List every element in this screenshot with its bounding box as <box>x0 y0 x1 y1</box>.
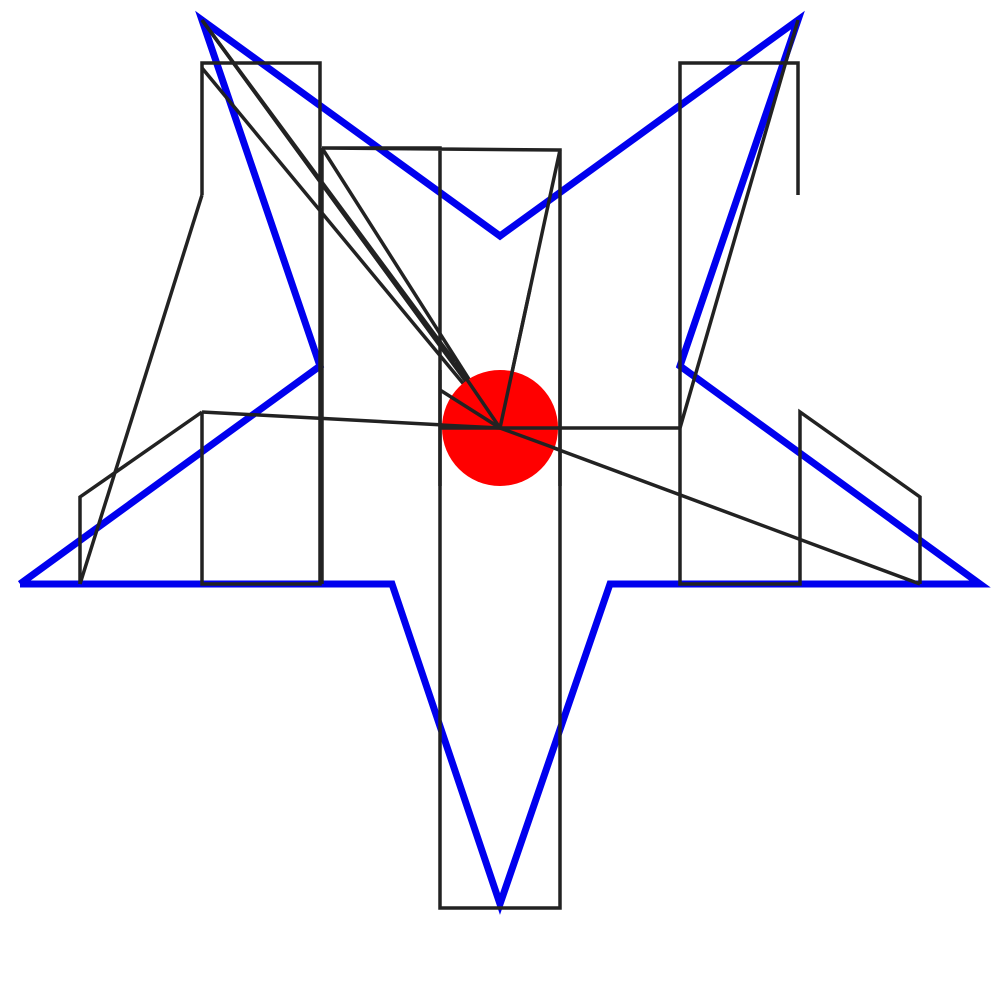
overlay-left-horizontal <box>439 423 501 430</box>
fan-line-5 <box>200 18 457 364</box>
overlay-right-arm <box>499 426 561 452</box>
upper-left-rectangle <box>200 61 322 586</box>
diagonal-left-arm <box>78 194 204 585</box>
fan-line-3 <box>200 66 502 430</box>
overlay-fan-b <box>439 388 501 430</box>
right-rectangle <box>678 61 800 428</box>
left-lower-box <box>78 410 204 584</box>
overlay-spike <box>498 288 532 429</box>
right-lower-box <box>678 408 922 586</box>
center-rectangle <box>321 146 562 910</box>
overlay-fan-a <box>453 361 502 429</box>
right-upper-diagonal <box>678 19 800 429</box>
center-to-right-arm <box>499 426 921 586</box>
construction-lines-overlay <box>438 288 562 486</box>
